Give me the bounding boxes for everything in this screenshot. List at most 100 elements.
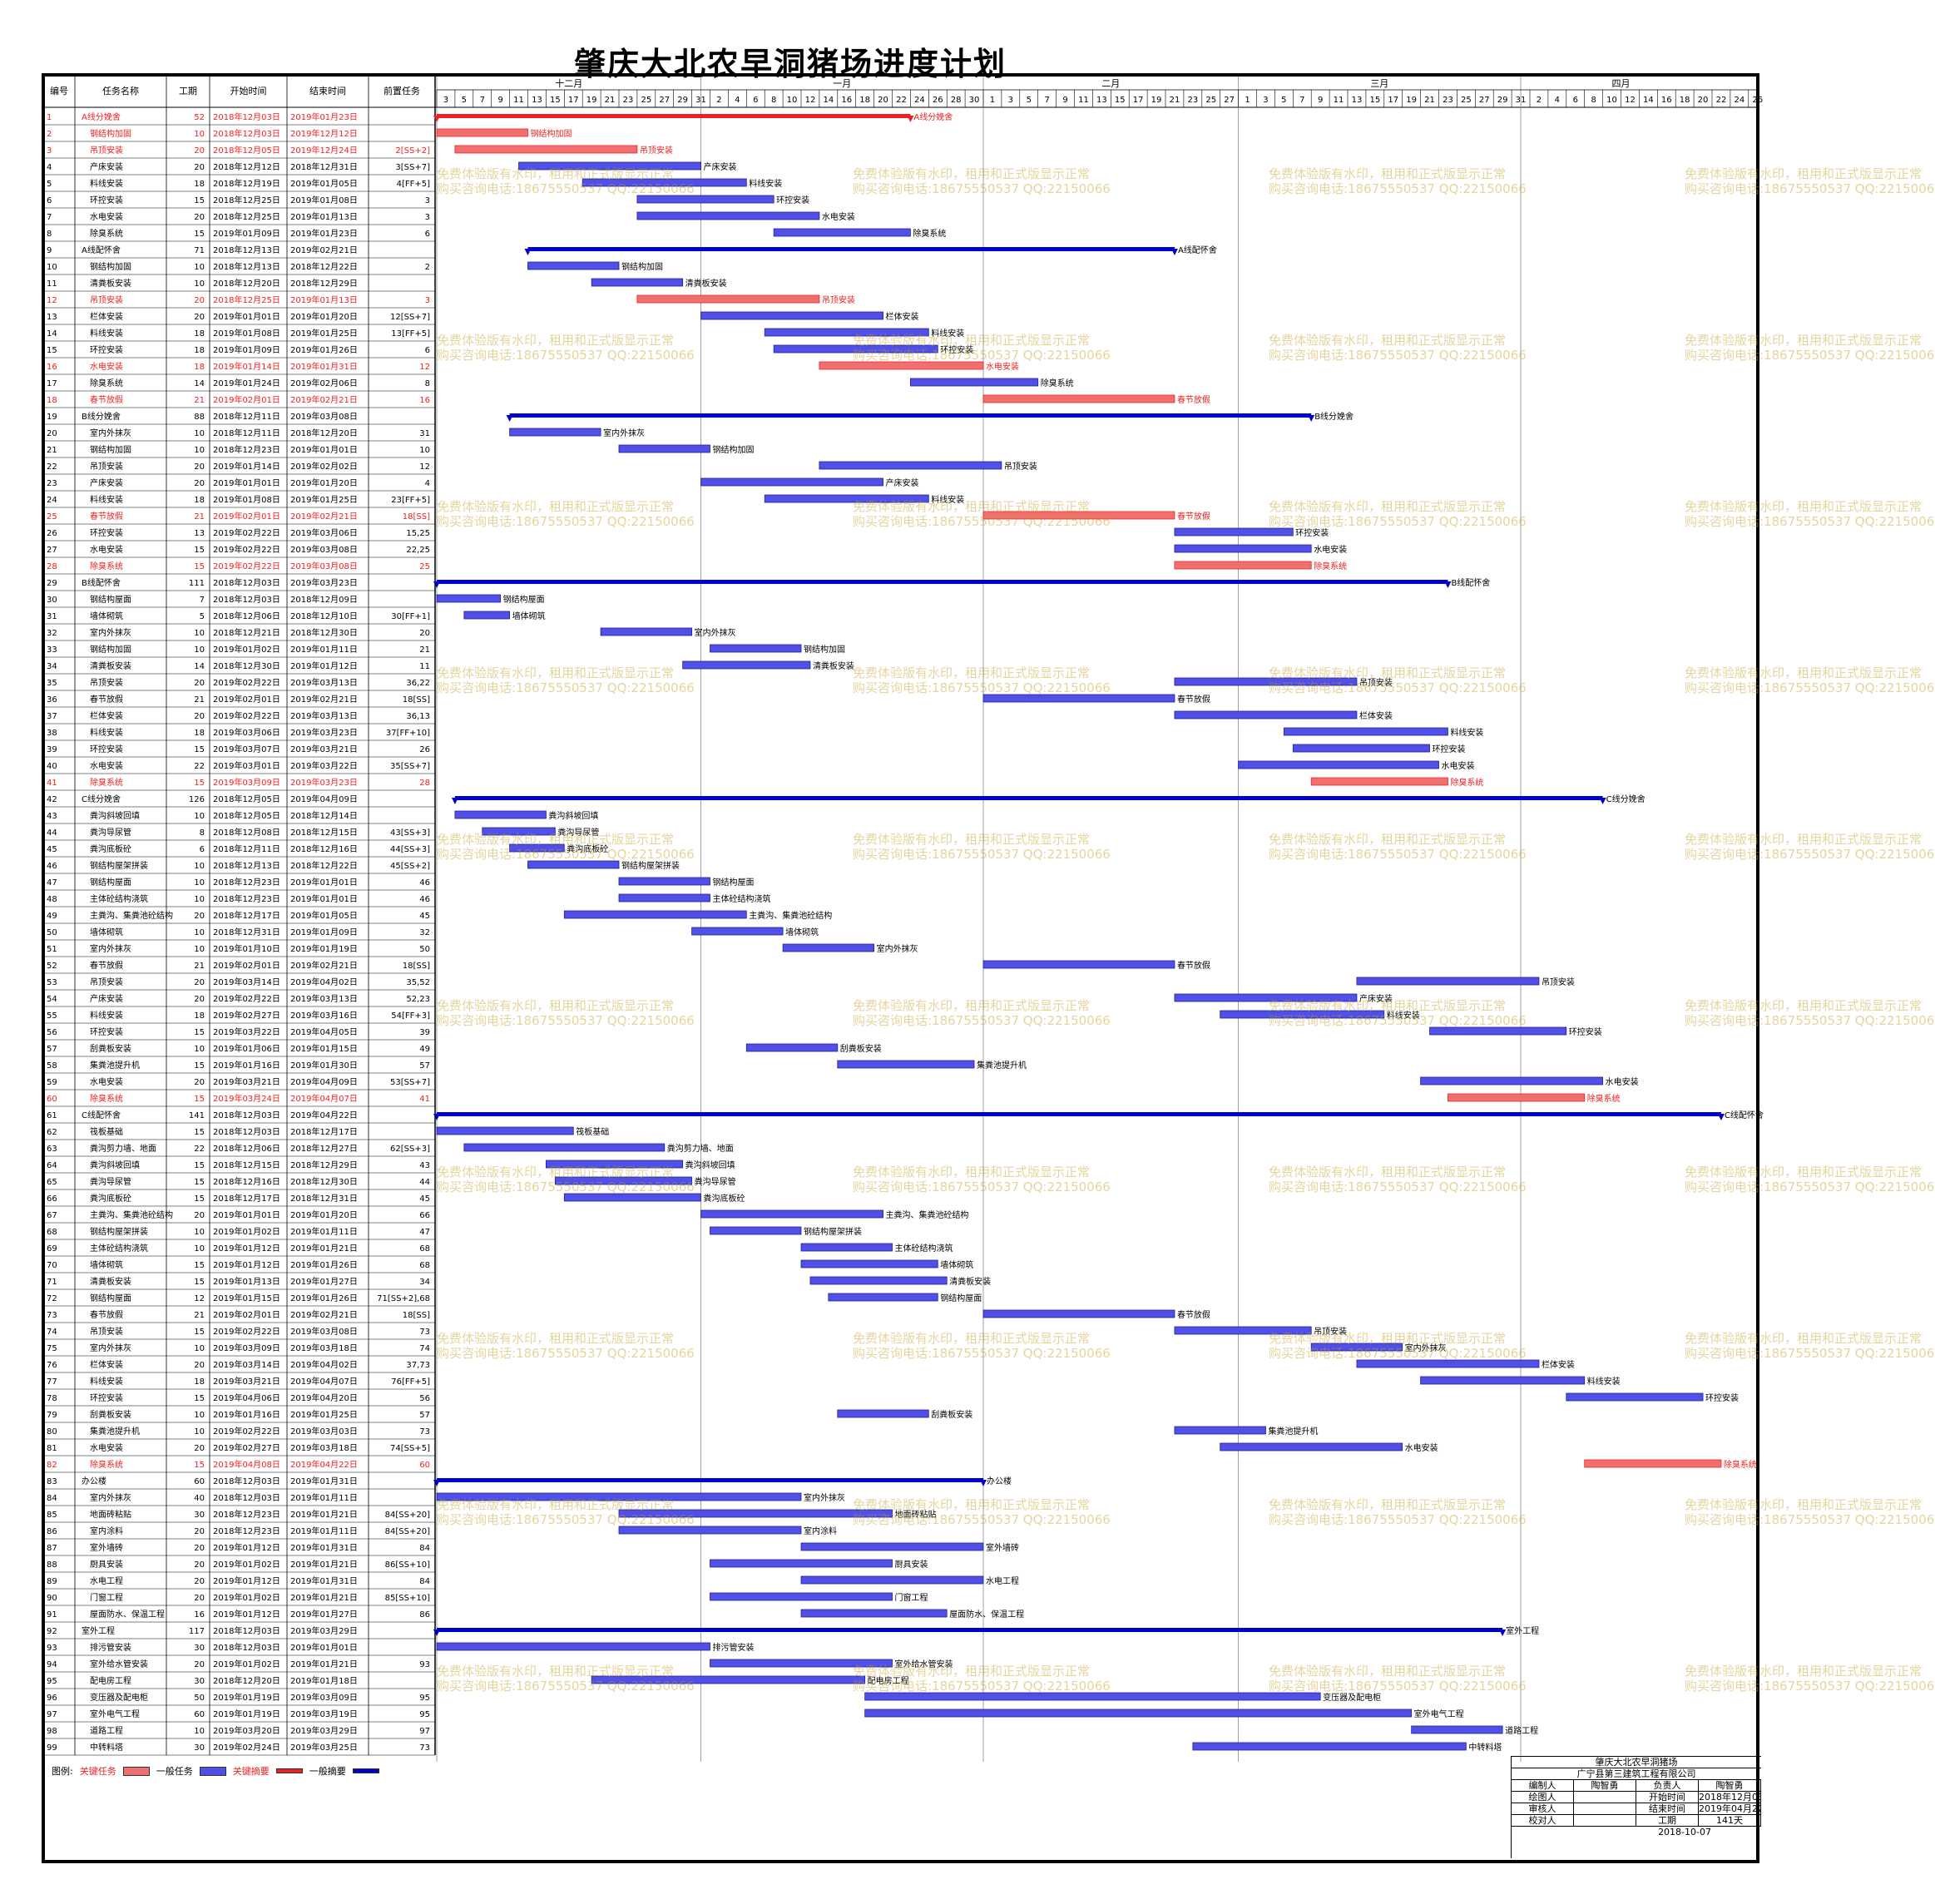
day-tick-label: 18 (859, 96, 870, 105)
cell-task-name: 室内外抹灰 (90, 627, 131, 638)
cell-id: 82 (47, 1461, 57, 1470)
cell-duration: 15 (194, 1278, 205, 1287)
cell-task-name: 除臭系统 (90, 378, 123, 388)
day-tick-label: 16 (841, 96, 852, 105)
cell-duration: 18 (194, 329, 205, 339)
cell-end: 2019年04月07日 (290, 1093, 358, 1104)
cell-end: 2019年02月21日 (290, 960, 358, 971)
signoff-cell (1574, 1815, 1636, 1826)
cell-start: 2018年12月03日 (213, 1476, 280, 1486)
cell-predecessor: 84 (419, 1577, 430, 1586)
legend-critical-summary-label: 关键摘要 (232, 1766, 270, 1777)
cell-task-name: 料线安装 (90, 178, 123, 189)
bar-label: 料线安装 (931, 494, 964, 505)
task-bar (837, 1409, 929, 1418)
task-bar (1192, 1742, 1467, 1751)
cell-predecessor: 26 (419, 745, 430, 754)
task-bar (636, 195, 774, 204)
task-bar (982, 1309, 1175, 1318)
cell-predecessor: 43 (419, 1161, 430, 1170)
cell-task-name: 吊顶安装 (90, 145, 123, 156)
cell-predecessor: 18[SS] (403, 1311, 430, 1320)
summary-end-marker (1308, 415, 1315, 422)
cell-predecessor: 4[FF+5] (397, 180, 431, 189)
bar-label: 室内外抹灰 (603, 428, 645, 438)
cell-duration: 8 (200, 828, 205, 838)
task-bar (454, 810, 547, 819)
cell-task-name: 墙体砌筑 (90, 927, 123, 937)
day-tick-label: 19 (586, 96, 597, 105)
cell-id: 43 (47, 812, 57, 821)
cell-end: 2019年02月21日 (290, 245, 358, 255)
task-bar (819, 361, 984, 370)
signoff-cell: 141天 (1699, 1815, 1761, 1826)
cell-start: 2019年02月01日 (213, 394, 280, 405)
cell-id: 95 (47, 1677, 57, 1686)
bar-label: 墙体砌筑 (512, 611, 546, 621)
bar-label: 地面砖粘贴 (895, 1509, 937, 1520)
task-bar (1174, 677, 1358, 686)
cell-end: 2019年03月03日 (290, 1426, 358, 1437)
cell-predecessor: 16 (419, 396, 430, 405)
cell-task-name: 水电安装 (90, 1076, 123, 1087)
bar-label: 栏体安装 (886, 311, 919, 322)
bar-label: 室内外抹灰 (695, 627, 736, 638)
bar-label: 道路工程 (1505, 1725, 1538, 1736)
cell-start: 2018年12月23日 (213, 1509, 280, 1520)
cell-start: 2019年01月12日 (213, 1575, 280, 1586)
cell-id: 58 (47, 1061, 57, 1071)
day-tick-label: 22 (896, 96, 907, 105)
cell-end: 2019年03月13日 (290, 993, 358, 1004)
cell-predecessor: 84[SS+20] (385, 1527, 430, 1536)
cell-id: 57 (47, 1045, 57, 1054)
task-bar (518, 161, 701, 171)
cell-end: 2019年03月08日 (290, 561, 358, 571)
task-bar (1584, 1459, 1722, 1468)
day-tick-label: 17 (1388, 96, 1398, 105)
cell-predecessor: 3 (425, 296, 430, 305)
cell-start: 2018年12月11日 (213, 843, 280, 854)
cell-start: 2019年01月02日 (213, 1659, 280, 1669)
cell-id: 1 (47, 113, 52, 122)
cell-task-name: 清粪板安装 (90, 1276, 131, 1287)
cell-duration: 22 (194, 762, 205, 771)
cell-duration: 10 (194, 130, 205, 139)
cell-id: 70 (47, 1261, 57, 1270)
cell-start: 2019年01月13日 (213, 1276, 280, 1287)
cell-id: 99 (47, 1743, 57, 1753)
task-bar (1292, 744, 1430, 753)
cell-duration: 15 (194, 1328, 205, 1337)
task-bar (1310, 777, 1448, 786)
cell-predecessor: 45 (419, 912, 430, 921)
task-bar (581, 178, 747, 187)
task-bar (800, 1575, 984, 1585)
cell-start: 2019年01月02日 (213, 644, 280, 655)
cell-id: 73 (47, 1311, 57, 1320)
bar-label: 除臭系统 (1450, 777, 1483, 788)
cell-predecessor: 45[SS+2] (390, 862, 430, 871)
bar-label: 墙体砌筑 (940, 1259, 973, 1270)
cell-predecessor: 10 (419, 446, 430, 455)
cell-start: 2018年12月13日 (213, 860, 280, 871)
summary-bar (509, 413, 1312, 418)
cell-end: 2019年01月31日 (290, 1575, 358, 1586)
cell-end: 2019年01月20日 (290, 477, 358, 488)
cell-duration: 13 (194, 529, 205, 538)
cell-id: 11 (47, 279, 57, 289)
task-bar (463, 611, 510, 620)
cell-predecessor: 95 (419, 1710, 430, 1719)
cell-start: 2018年12月03日 (213, 1492, 280, 1503)
cell-task-name: 室外电气工程 (90, 1709, 140, 1719)
bar-label: 产床安装 (886, 477, 919, 488)
column-header: 结束时间 (309, 86, 346, 96)
day-tick-label: 15 (550, 96, 561, 105)
cell-duration: 12 (194, 1294, 205, 1303)
cell-end: 2019年03月25日 (290, 1742, 358, 1753)
cell-start: 2019年01月12日 (213, 1243, 280, 1254)
day-tick-label: 11 (1078, 96, 1089, 105)
day-tick-label: 24 (914, 96, 925, 105)
cell-start: 2019年01月12日 (213, 1542, 280, 1553)
summary-start-marker (433, 1480, 440, 1486)
cell-end: 2019年02月21日 (290, 1309, 358, 1320)
cell-end: 2019年04月02日 (290, 1359, 358, 1370)
